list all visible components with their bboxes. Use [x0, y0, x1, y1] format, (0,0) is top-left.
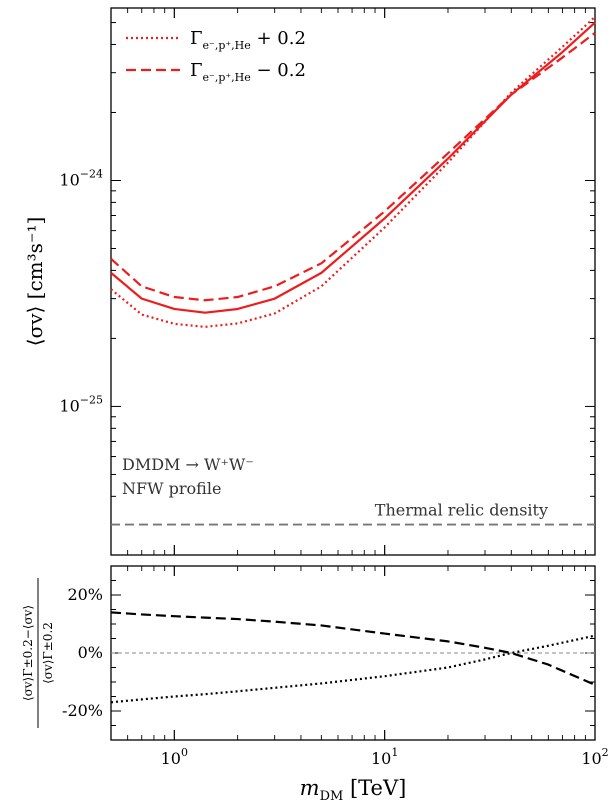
ratio-y-axis-title: ⟨σv⟩Γ±0.2−⟨σv⟩ ⟨σv⟩Γ±0.2	[21, 578, 55, 728]
series-line-dotted	[110, 16, 596, 328]
ratio-y-tick-label: 20%	[67, 585, 103, 604]
x-tick-label: 101	[371, 746, 398, 768]
ratio-panel: 20% 0% -20% 100 101 102 mDM [TeV] ⟨σv⟩Γ±0.2−⟨σv…	[21, 565, 609, 802]
y-tick-label: 10−25	[59, 393, 103, 415]
ratio-series-dotted	[110, 634, 596, 704]
x-tick-label: 100	[161, 746, 188, 768]
series-line-dashed	[110, 32, 596, 302]
thermal-relic-label: Thermal relic density	[375, 501, 548, 520]
legend-label-dotted: Γe⁻,p⁺,He + 0.2	[190, 28, 306, 52]
x-tick-label: 102	[581, 746, 608, 768]
ratio-y-denominator: ⟨σv⟩Γ±0.2	[41, 622, 55, 684]
process-annotation: DMDM → W⁺W⁻	[122, 455, 254, 474]
main-panel: 10−24 10−25 ⟨σv⟩ [cm³s⁻¹] Thermal relic den…	[23, 7, 596, 556]
ratio-series-dashed	[110, 611, 596, 686]
legend-label-dashed: Γe⁻,p⁺,He − 0.2	[190, 60, 306, 84]
series-line-solid	[110, 21, 596, 314]
ratio-y-numerator: ⟨σv⟩Γ±0.2−⟨σv⟩	[21, 605, 35, 701]
main-plot-frame	[110, 7, 596, 556]
x-axis-title: mDM [TeV]	[300, 776, 407, 802]
y-axis-title: ⟨σv⟩ [cm³s⁻¹]	[23, 217, 47, 347]
ratio-y-tick-label: -20%	[62, 701, 103, 720]
ratio-y-tick-label: 0%	[78, 643, 103, 662]
y-tick-label: 10−24	[59, 167, 103, 189]
profile-annotation: NFW profile	[122, 479, 221, 498]
